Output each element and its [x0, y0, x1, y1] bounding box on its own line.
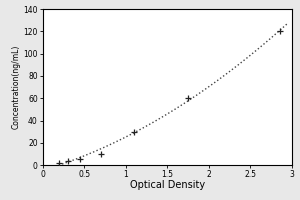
Y-axis label: Concentration(ng/mL): Concentration(ng/mL)	[12, 45, 21, 129]
X-axis label: Optical Density: Optical Density	[130, 180, 205, 190]
